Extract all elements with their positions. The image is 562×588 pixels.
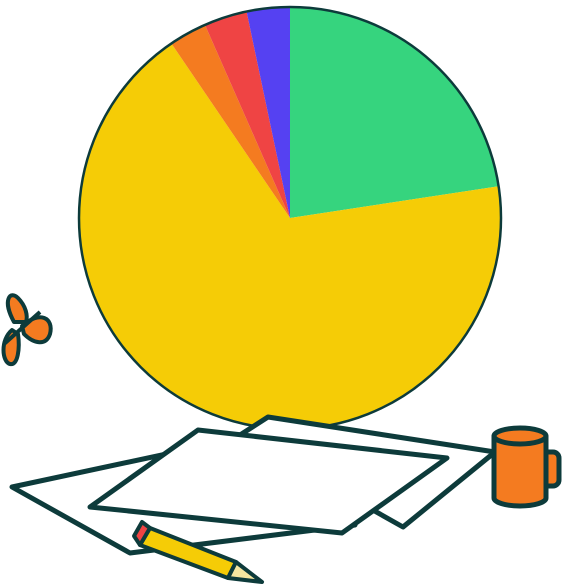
- mug: [491, 425, 562, 509]
- pie-slice: [246, 7, 290, 218]
- pie-slice: [79, 43, 501, 430]
- pie-slice: [204, 11, 290, 219]
- paper: [87, 427, 450, 536]
- pie-slice: [171, 24, 290, 219]
- pie: [77, 5, 503, 431]
- pencil-tip: [226, 560, 264, 584]
- butterfly-body: [2, 310, 42, 346]
- butterfly-wing: [5, 293, 29, 324]
- mug-body: [491, 436, 549, 509]
- pencil: [132, 520, 264, 584]
- pencil-eraser: [132, 520, 152, 547]
- pie-slice: [290, 7, 499, 218]
- papers: [9, 414, 498, 556]
- butterfly: [1, 293, 53, 367]
- mug-rim: [491, 425, 549, 447]
- butterfly-wing: [20, 315, 53, 345]
